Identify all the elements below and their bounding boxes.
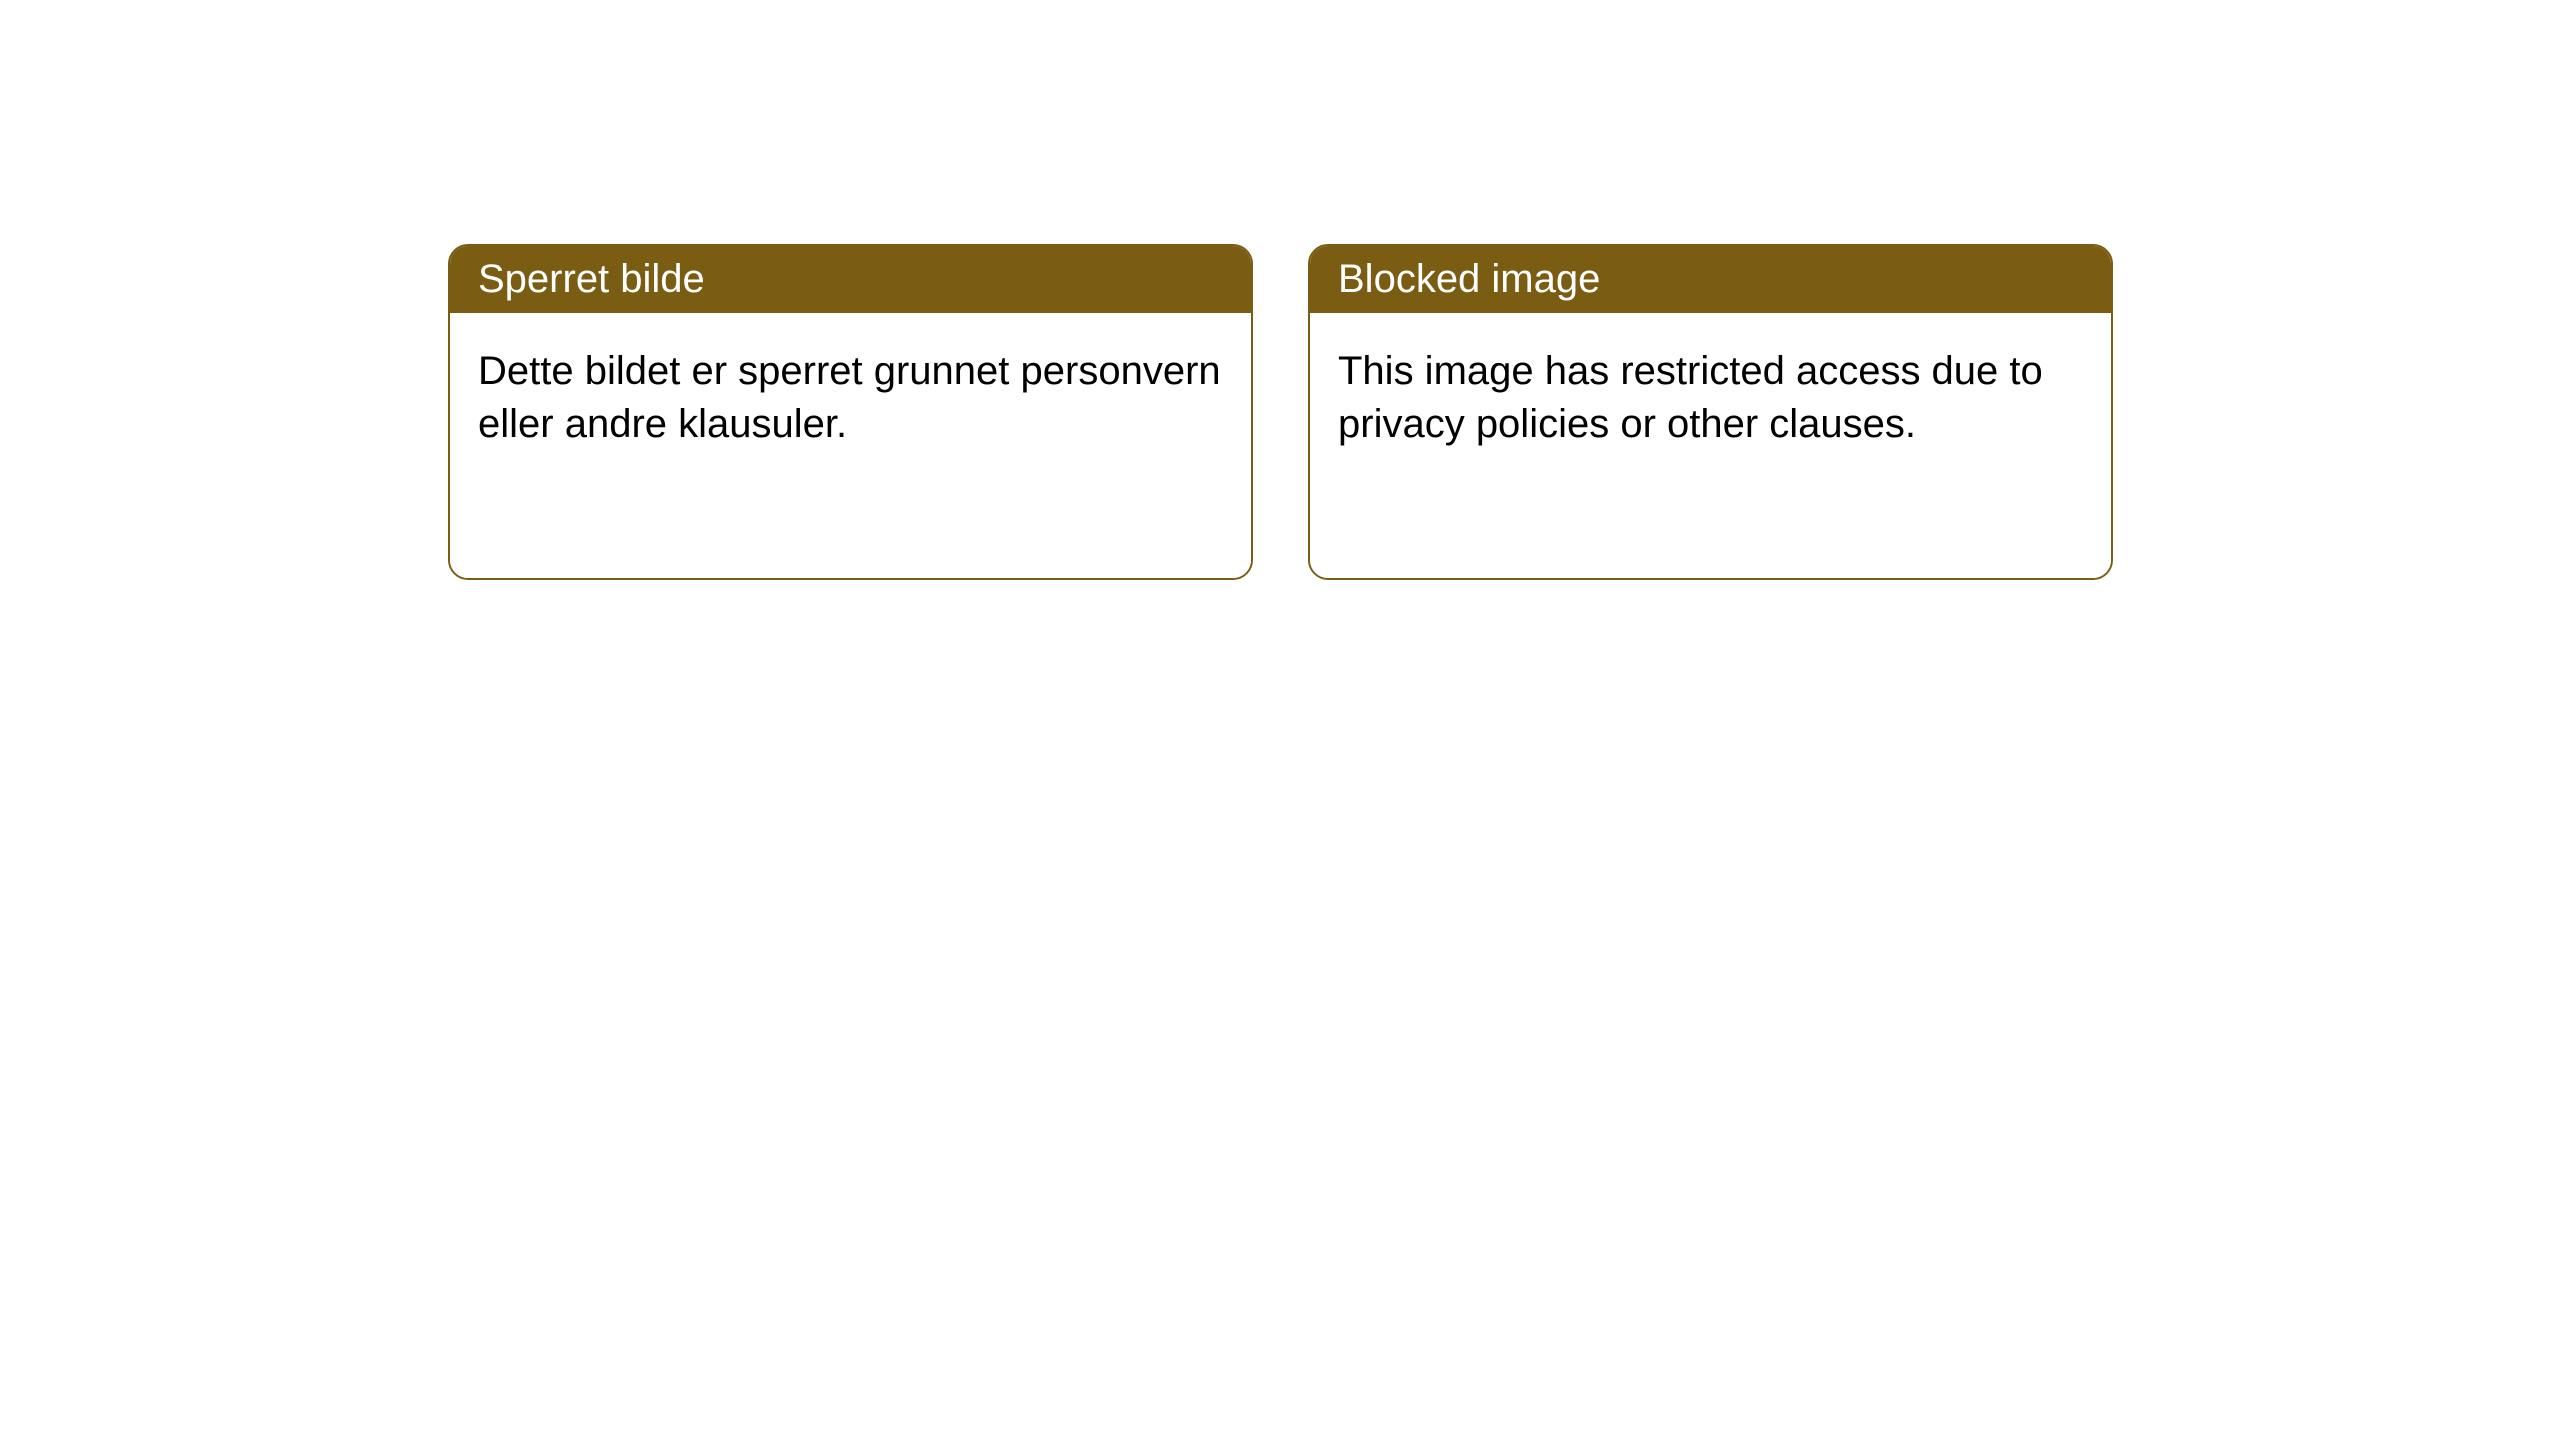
notice-card-norwegian: Sperret bilde Dette bildet er sperret gr… [448, 244, 1253, 580]
notice-card-english: Blocked image This image has restricted … [1308, 244, 2113, 580]
notice-title-english: Blocked image [1310, 246, 2111, 313]
notices-container: Sperret bilde Dette bildet er sperret gr… [448, 244, 2113, 580]
notice-title-norwegian: Sperret bilde [450, 246, 1251, 313]
notice-body-norwegian: Dette bildet er sperret grunnet personve… [450, 313, 1251, 578]
notice-body-english: This image has restricted access due to … [1310, 313, 2111, 578]
